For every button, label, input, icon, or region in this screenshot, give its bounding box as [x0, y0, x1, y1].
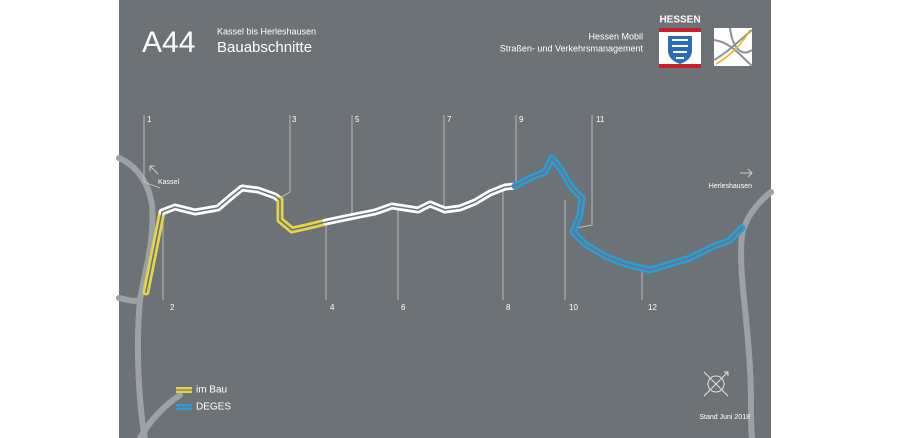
agency-name: Hessen Mobil — [588, 31, 643, 41]
section-number: 5 — [355, 115, 360, 124]
leader-lines — [143, 115, 643, 300]
background-road — [738, 189, 774, 438]
map-panel — [119, 0, 771, 438]
section-number: 9 — [519, 115, 524, 124]
agency-logo — [713, 27, 753, 67]
hessen-crest — [659, 28, 701, 68]
subtitle: Kassel bis Herleshausen — [217, 26, 316, 36]
footer-date: Stand Juni 2018 — [699, 414, 750, 421]
compass-icon — [703, 371, 729, 397]
agency-department: Straßen- und Verkehrsmanagement — [500, 43, 644, 53]
section-number: 11 — [596, 115, 605, 124]
legend: im Bau DEGES — [176, 385, 231, 413]
road — [142, 154, 746, 296]
section-number: 3 — [292, 115, 297, 124]
section-number: 4 — [330, 303, 335, 312]
state-label: HESSEN — [659, 15, 700, 26]
legend-label: DEGES — [196, 402, 231, 413]
background-road — [116, 295, 143, 304]
section-number: 10 — [569, 303, 578, 312]
direction-arrow — [149, 165, 159, 175]
direction-arrow — [740, 168, 753, 178]
place-label: Kassel — [158, 179, 179, 186]
title: A44 — [142, 26, 195, 59]
legend-label: im Bau — [196, 385, 227, 396]
background-road — [137, 392, 183, 438]
section-number: 8 — [506, 303, 511, 312]
section-number: 7 — [447, 115, 452, 124]
section-number: 1 — [147, 115, 152, 124]
section-number: 6 — [401, 303, 406, 312]
section-number: 2 — [170, 303, 175, 312]
place-label: Herleshausen — [709, 183, 752, 190]
heading: Bauabschnitte — [217, 39, 312, 56]
section-number: 12 — [648, 303, 657, 312]
